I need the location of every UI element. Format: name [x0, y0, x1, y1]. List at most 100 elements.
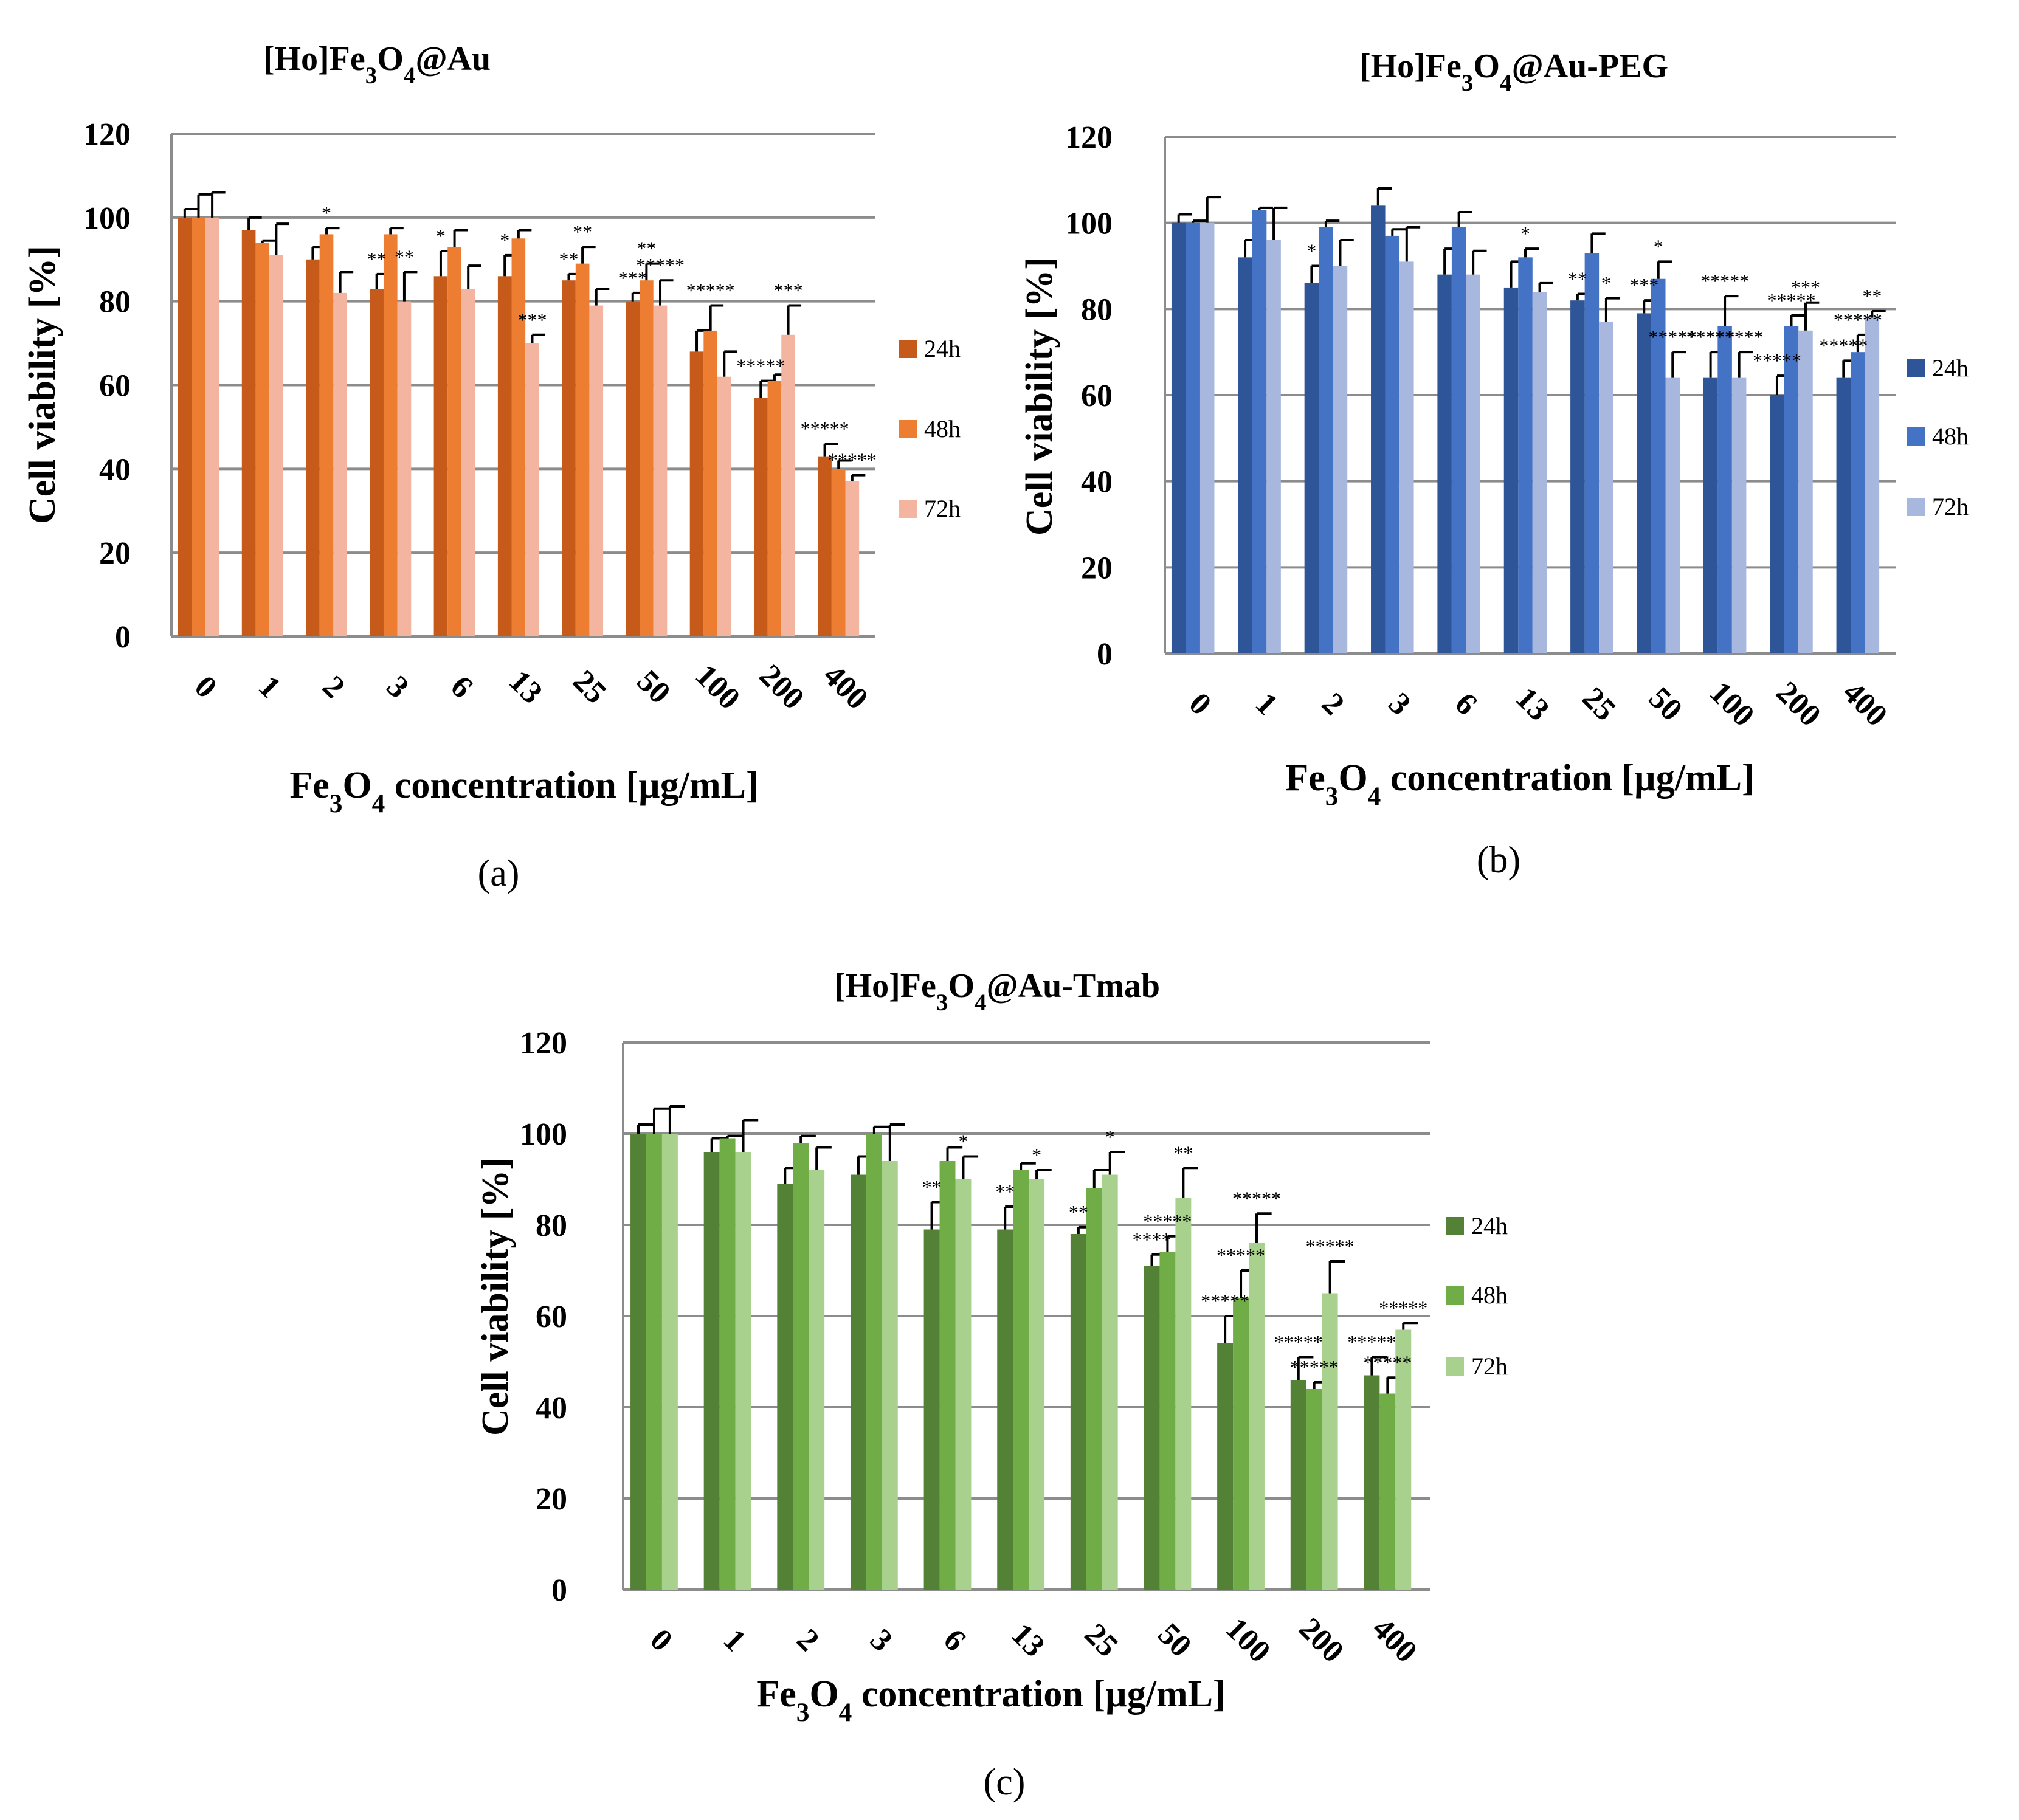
bar-48h-13 [511, 238, 526, 637]
bar-48h-400 [1379, 1393, 1396, 1590]
bar-72h-50 [653, 305, 668, 636]
legend-swatch-24h [899, 340, 917, 358]
y-tick-label: 80 [99, 285, 131, 320]
legend-label: 24h [924, 335, 961, 362]
bar-72h-100 [717, 376, 731, 636]
chart-title-subscript: 4 [404, 63, 416, 89]
bar-48h-13 [1013, 1170, 1029, 1590]
bar-48h-2 [793, 1143, 809, 1590]
y-tick-label: 60 [99, 369, 131, 404]
bar-72h-0 [661, 1134, 678, 1590]
legend-swatch-24h [1446, 1217, 1464, 1235]
bar-24h-1 [1238, 257, 1252, 653]
bar-72h-3 [397, 301, 412, 637]
bar-48h-400 [1851, 352, 1865, 653]
y-tick-label: 120 [1065, 120, 1113, 155]
legend-swatch-48h [1907, 427, 1925, 446]
x-tick-label: 13 [1004, 1617, 1051, 1664]
bar-48h-0 [1186, 222, 1200, 654]
y-axis-title: Cell viability [%] [475, 1157, 516, 1436]
legend-label: 48h [924, 415, 961, 443]
y-tick-label: 0 [1097, 637, 1113, 672]
x-axis-title-part: O [809, 1674, 838, 1715]
significance-marker: ***** [1201, 1290, 1249, 1312]
significance-marker: ***** [1700, 270, 1749, 292]
chart-title-part: @Au-Tmab [987, 967, 1160, 1005]
significance-marker: **** [1132, 1229, 1171, 1250]
bar-48h-50 [1159, 1252, 1176, 1590]
significance-marker: * [500, 229, 509, 251]
bar-72h-50 [1665, 377, 1680, 653]
significance-marker: *** [618, 267, 647, 289]
y-tick-label: 100 [1065, 207, 1113, 241]
bar-72h-1 [1266, 240, 1281, 653]
x-axis-title-part: concentration [µg/mL] [852, 1674, 1225, 1715]
bar-72h-1 [269, 255, 283, 636]
x-axis-title-part: Fe [289, 765, 329, 806]
significance-marker: ***** [1217, 1244, 1265, 1266]
x-tick-label: 100 [1703, 675, 1761, 733]
significance-marker: ***** [1767, 289, 1815, 311]
bar-24h-3 [1371, 205, 1386, 653]
bar-24h-50 [1637, 313, 1651, 653]
bar-24h-0 [178, 217, 192, 636]
x-tick-label: 400 [1836, 675, 1894, 733]
significance-marker: ***** [1143, 1210, 1192, 1232]
x-tick-label: 100 [1219, 1611, 1277, 1669]
chart-title-subscript: 3 [936, 990, 948, 1016]
bar-48h-6 [939, 1161, 956, 1590]
bar-48h-200 [767, 381, 782, 636]
bar-24h-13 [497, 276, 512, 637]
bar-24h-1 [241, 230, 256, 637]
chart-title-part: O [948, 967, 975, 1005]
bar-48h-25 [1584, 253, 1600, 653]
significance-marker: ***** [1306, 1235, 1355, 1257]
significance-marker: ***** [1363, 1351, 1412, 1373]
bar-72h-0 [1199, 222, 1215, 654]
bar-72h-25 [589, 305, 604, 636]
bar-24h-200 [753, 398, 768, 636]
y-tick-label: 100 [83, 201, 131, 236]
bar-24h-400 [818, 456, 832, 636]
significance-marker: * [958, 1131, 968, 1153]
bar-72h-200 [1798, 330, 1813, 653]
y-tick-label: 20 [99, 536, 131, 571]
chart-title-part: [Ho]Fe [1359, 47, 1462, 85]
x-axis-title-part: concentration [µg/mL] [1381, 757, 1754, 799]
y-tick-label: 40 [1081, 465, 1113, 500]
bar-72h-6 [461, 288, 475, 636]
x-tick-label: 25 [1576, 681, 1623, 728]
bar-72h-6 [1466, 274, 1480, 654]
bar-48h-100 [1717, 326, 1732, 653]
significance-marker: ** [995, 1181, 1015, 1202]
legend-label: 72h [924, 495, 961, 522]
x-axis-title: Fe3O4 concentration [µg/mL] [289, 765, 758, 818]
bar-48h-100 [703, 330, 717, 636]
significance-marker: ***** [636, 254, 685, 276]
bar-24h-1 [703, 1152, 720, 1590]
chart-title-part: O [377, 40, 404, 78]
x-tick-label: 6 [1448, 686, 1484, 722]
bar-48h-0 [192, 217, 205, 636]
significance-marker: * [1032, 1144, 1041, 1166]
x-tick-label: 0 [1182, 686, 1218, 722]
legend-swatch-48h [899, 420, 917, 438]
significance-marker: ***** [1290, 1356, 1339, 1378]
bar-24h-100 [1703, 377, 1718, 653]
bar-24h-13 [997, 1229, 1013, 1590]
bar-72h-25 [1102, 1174, 1118, 1590]
legend-swatch-72h [1446, 1357, 1464, 1376]
bar-24h-25 [1570, 300, 1585, 654]
bar-48h-200 [1784, 326, 1799, 653]
bar-48h-1 [1252, 210, 1267, 654]
x-axis-title-subscript: 3 [796, 1698, 810, 1727]
significance-marker: ** [922, 1176, 942, 1198]
significance-marker: *** [774, 280, 803, 302]
significance-marker: ***** [1347, 1331, 1396, 1353]
y-tick-label: 0 [115, 620, 131, 655]
x-tick-label: 1 [1249, 686, 1285, 722]
x-axis-title-subscript: 4 [372, 789, 385, 818]
y-tick-label: 80 [536, 1208, 567, 1243]
bar-72h-3 [882, 1161, 898, 1590]
